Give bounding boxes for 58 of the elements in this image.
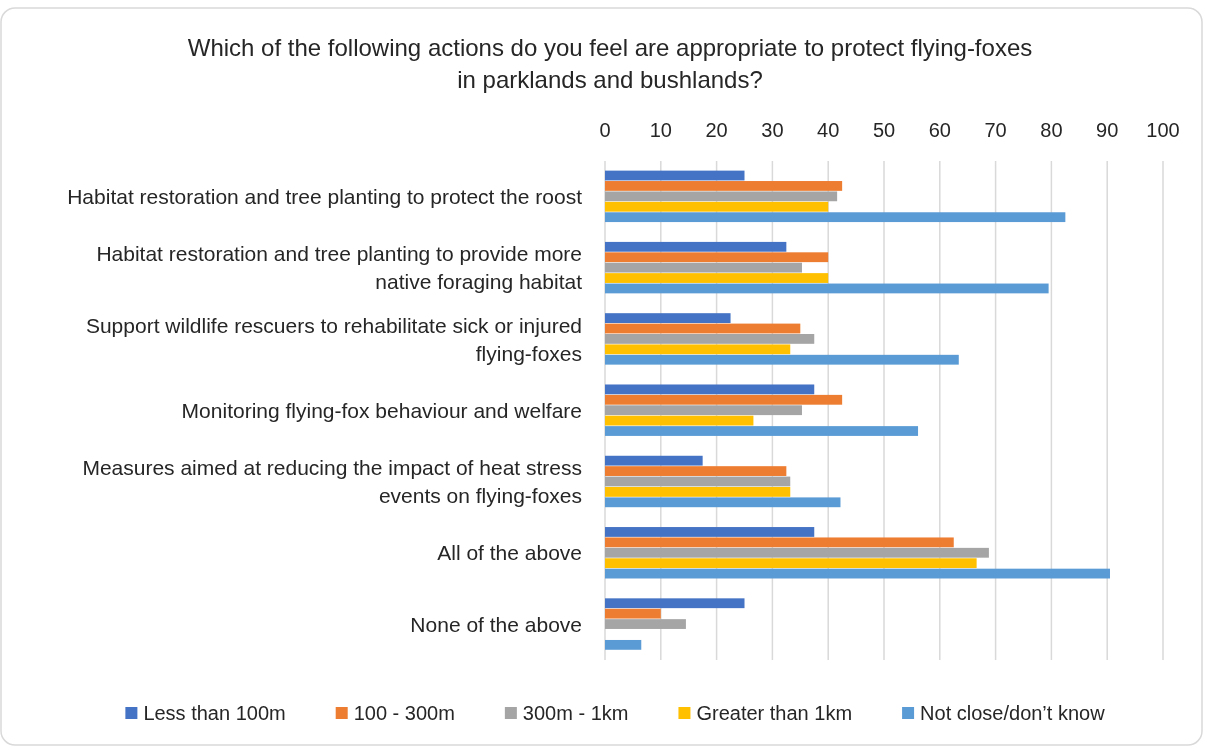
- bar: [605, 344, 791, 355]
- x-tick-label: 80: [1040, 119, 1063, 141]
- y-tick-label: Measures aimed at reducing the impact of heat stress events on flying-foxes: [82, 456, 582, 508]
- bar: [605, 252, 829, 263]
- bar: [605, 201, 829, 212]
- x-tick-label: 50: [872, 119, 896, 141]
- x-tick-label: 40: [817, 119, 840, 141]
- bar: [605, 558, 977, 569]
- x-tick-label: 10: [649, 119, 672, 141]
- bar: [605, 497, 841, 508]
- bar: [605, 394, 843, 405]
- bar: [605, 547, 989, 558]
- x-tick-label: 90: [1096, 119, 1119, 141]
- bar: [605, 639, 642, 650]
- bar: [605, 415, 754, 426]
- bar: [605, 598, 745, 609]
- bar: [605, 405, 802, 416]
- bar: [605, 568, 1110, 579]
- chart-title: Which of the following actions do you feel are appropriate to protect flying-foxes in parklands and bushlands?: [187, 34, 1033, 93]
- bar: [605, 527, 815, 537]
- y-tick-label: Monitoring flying-fox behaviour and welfare: [181, 398, 582, 422]
- bar: [605, 283, 1049, 294]
- bar: [605, 191, 838, 202]
- bar: [605, 313, 731, 323]
- bar: [605, 323, 801, 334]
- bar: [605, 537, 954, 548]
- bar: [605, 170, 745, 181]
- bar: [605, 273, 829, 283]
- bar: [605, 212, 1066, 223]
- legend-label: 100 - 300m: [353, 702, 455, 724]
- legend-label: Not close/don’t know: [920, 702, 1106, 724]
- legend-label: 300m - 1km: [522, 702, 629, 724]
- bar: [605, 486, 791, 497]
- x-tick-label: 60: [928, 119, 951, 141]
- bar: [605, 619, 686, 629]
- bar: [605, 241, 787, 252]
- bar: [605, 466, 787, 476]
- bar: [605, 455, 703, 466]
- legend-label: Greater than 1km: [696, 702, 853, 724]
- bar: [605, 181, 843, 191]
- bar: [605, 262, 802, 273]
- bar: [605, 334, 815, 344]
- bar: [605, 608, 661, 619]
- x-tick-label: 70: [984, 119, 1007, 141]
- x-tick-label: 100: [1146, 119, 1180, 141]
- bar: [605, 426, 919, 436]
- y-tick-label: None of the above: [410, 612, 582, 636]
- x-tick-label: 0: [599, 119, 611, 141]
- y-tick-label: Habitat restoration and tree planting to provide more native foraging habitat: [96, 242, 583, 294]
- y-tick-label: Habitat restoration and tree planting to protect the roost: [67, 184, 583, 208]
- y-tick-label: Support wildlife rescuers to rehabilitate sick or injured flying-foxes: [85, 313, 582, 365]
- x-tick-label: 20: [705, 119, 728, 141]
- bar: [605, 384, 815, 395]
- y-tick-label: All of the above: [437, 541, 582, 565]
- x-tick-label: 30: [761, 119, 784, 141]
- legend-label: Less than 100m: [143, 702, 286, 724]
- bar: [605, 354, 959, 365]
- bar: [605, 476, 791, 487]
